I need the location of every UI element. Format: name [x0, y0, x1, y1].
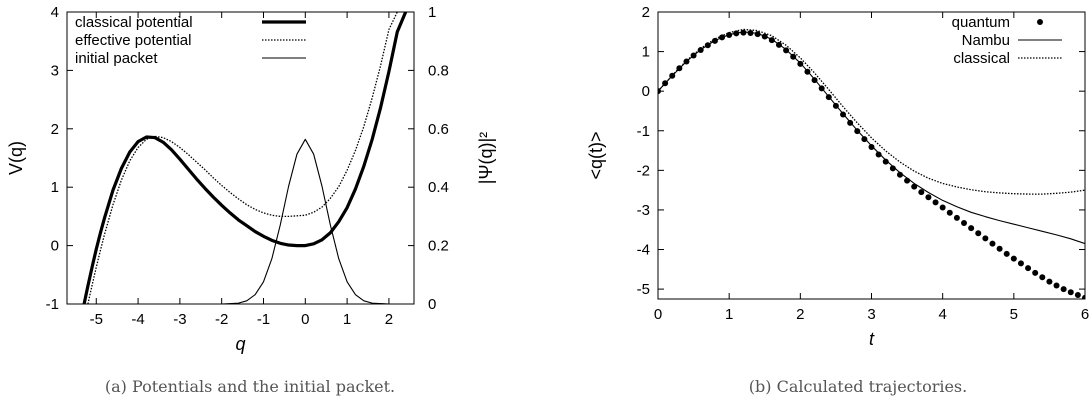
data-point: [1032, 269, 1039, 276]
y2-tick-label: 1: [428, 4, 436, 21]
data-point: [740, 29, 747, 36]
data-point: [1074, 292, 1081, 299]
plot-frame: [66, 11, 415, 305]
x-tick-label: 1: [343, 311, 351, 328]
data-point: [889, 165, 896, 172]
data-point: [1067, 289, 1074, 296]
x-tick-label: 5: [1010, 306, 1018, 323]
legend-label: Nambu: [962, 32, 1010, 49]
data-point: [1082, 294, 1085, 299]
plot-area: [658, 28, 1085, 299]
legend-label: effective potential: [75, 32, 191, 49]
y-tick-label: 1: [642, 44, 650, 61]
plot-area: [67, 12, 414, 304]
x-tick-label: -5: [90, 311, 103, 328]
data-point: [1060, 286, 1067, 293]
y-tick-label: -4: [637, 242, 650, 259]
data-point: [953, 214, 960, 221]
y-tick-label: -1: [637, 123, 650, 140]
data-point: [882, 158, 889, 165]
data-point: [961, 219, 968, 226]
data-point: [868, 143, 875, 150]
x-tick-label: 6: [1081, 306, 1089, 323]
data-point: [975, 230, 982, 237]
panel-b: 0 1 2 3 4 5 6 -5 -4 -3 -2 -1 0 1 2 t <q(t)> quantumNambuc…: [586, 4, 1089, 396]
series-line-effective-potential: [87, 12, 398, 304]
x-tick-label: 0: [654, 306, 662, 323]
y2-tick-label: 0.8: [428, 62, 449, 79]
data-point: [1003, 250, 1010, 257]
y-tick-label: 2: [642, 4, 650, 21]
x-tick-label: 0: [301, 311, 309, 328]
x-tick-label: -4: [131, 311, 144, 328]
legend-label: initial packet: [75, 50, 158, 67]
data-point: [939, 204, 946, 211]
x-tick-label: 2: [385, 311, 393, 328]
data-point: [1025, 265, 1032, 272]
data-point: [946, 209, 953, 216]
data-point: [1039, 274, 1046, 281]
x-axis-label: t: [869, 329, 875, 349]
y-axis-label: V(q): [6, 141, 26, 175]
series-line-classical: [658, 28, 1085, 195]
figure-caption: (b) Calculated trajectories.: [749, 377, 967, 396]
y-axis-label: <q(t)>: [586, 131, 606, 179]
x-tick-label: -1: [257, 311, 270, 328]
x-tick-label: -2: [215, 311, 228, 328]
legend-label: quantum: [952, 14, 1010, 31]
panel-a: -5 -4 -3 -2 -1 0 1 2 -1 0 1 2 3 4 0 0.2 0.4 0.6 0.8 1 q V(q) |…: [6, 4, 496, 396]
data-point: [982, 235, 989, 242]
legend-label: classical potential: [75, 14, 193, 31]
y-tick-label: -3: [637, 202, 650, 219]
y2-tick-label: 0.2: [428, 238, 449, 255]
x-tick-label: 4: [938, 306, 946, 323]
data-point: [925, 194, 932, 201]
series-line-classical-potential: [82, 12, 408, 304]
y-tick-label: 0: [642, 83, 650, 100]
y2-tick-label: 0.6: [428, 121, 449, 138]
x-tick-label: -3: [173, 311, 186, 328]
series-line-nambu: [658, 31, 1085, 245]
x-axis-label: q: [235, 334, 245, 354]
x-tick-label: 3: [867, 306, 875, 323]
data-point: [1017, 260, 1024, 267]
data-point: [875, 151, 882, 158]
data-point: [996, 245, 1003, 252]
y2-tick-label: 0.4: [428, 179, 449, 196]
x-tick-label: 2: [796, 306, 804, 323]
legend-sample: [1037, 19, 1043, 25]
y-tick-label: -2: [637, 162, 650, 179]
data-point: [1010, 255, 1017, 262]
y2-tick-label: 0: [428, 296, 436, 313]
data-point: [968, 225, 975, 232]
y-tick-label: -1: [46, 296, 59, 313]
data-point: [1046, 278, 1053, 285]
data-point: [861, 136, 868, 143]
data-point: [911, 183, 918, 190]
x-tick-label: 1: [725, 306, 733, 323]
y-tick-label: -5: [637, 281, 650, 298]
figure-caption: (a) Potentials and the initial packet.: [105, 377, 395, 396]
plot-frame: [657, 11, 1086, 300]
legend-label: classical: [953, 50, 1010, 67]
y-tick-label: 4: [51, 4, 59, 21]
y-tick-label: 0: [51, 238, 59, 255]
data-point: [932, 199, 939, 206]
data-point: [918, 189, 925, 196]
data-point: [1053, 282, 1060, 289]
y-tick-label: 1: [51, 179, 59, 196]
y-tick-label: 2: [51, 121, 59, 138]
y2-axis-label: |Ψ(q)|²: [476, 132, 496, 184]
series-line-initial-packet: [67, 138, 414, 304]
y-tick-label: 3: [51, 62, 59, 79]
data-point: [989, 240, 996, 247]
